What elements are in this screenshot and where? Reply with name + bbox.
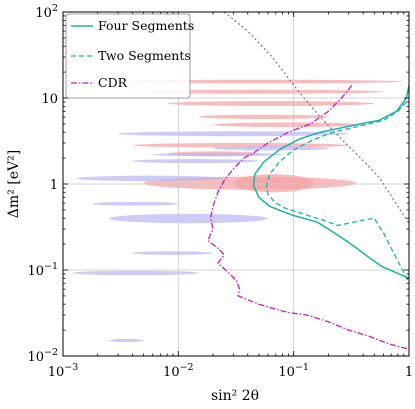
allowed-region-16 xyxy=(132,251,214,255)
x-tick-label-1: 10−2 xyxy=(163,362,194,380)
allowed-region-12 xyxy=(152,152,283,157)
x-tick-label-3: 1 xyxy=(405,365,413,380)
legend-box xyxy=(65,13,191,99)
allowed-region-18 xyxy=(108,338,144,343)
allowed-region-17 xyxy=(72,270,199,276)
legend-label-cdr: CDR xyxy=(98,75,128,90)
allowed-region-1 xyxy=(233,174,314,193)
allowed-region-13 xyxy=(132,159,259,164)
series-line-cdr xyxy=(207,85,409,350)
series-line-exclusion-3 xyxy=(223,12,409,224)
sensitivity-curves xyxy=(207,12,409,350)
x-tick-label-0: 10−3 xyxy=(48,362,79,380)
legend: Four Segments Two Segments CDR xyxy=(65,13,194,99)
tick-marks xyxy=(62,11,410,357)
allowed-region-4 xyxy=(167,101,375,106)
allowed-region-10 xyxy=(118,131,349,137)
legend-label-two-segments: Two Segments xyxy=(98,48,191,63)
x-axis-label: sin² 2θ xyxy=(211,388,259,404)
allowed-region-3 xyxy=(132,89,384,94)
allowed-region-9 xyxy=(76,175,225,182)
y-axis-label: Δm² [eV²] xyxy=(6,150,22,218)
y-tick-label-2: 1 xyxy=(50,178,58,193)
y-tick-label-1: 10−1 xyxy=(27,261,58,279)
allowed-region-6 xyxy=(213,122,364,128)
allowed-regions xyxy=(72,79,404,343)
x-tick-labels: 10−3 10−2 10−1 1 xyxy=(48,362,413,380)
allowed-region-15 xyxy=(92,201,179,206)
allowed-region-14 xyxy=(108,213,269,224)
allowed-region-5 xyxy=(198,114,329,119)
legend-label-four-segments: Four Segments xyxy=(98,18,194,33)
y-tick-label-0: 10−2 xyxy=(27,347,58,365)
y-tick-labels: 10−2 10−1 1 10 102 xyxy=(27,3,58,365)
x-tick-label-2: 10−1 xyxy=(278,362,309,380)
allowed-region-11 xyxy=(213,146,329,151)
y-tick-label-4: 102 xyxy=(35,3,58,21)
series-line-four-segments xyxy=(252,85,409,280)
y-tick-label-3: 10 xyxy=(41,92,58,107)
